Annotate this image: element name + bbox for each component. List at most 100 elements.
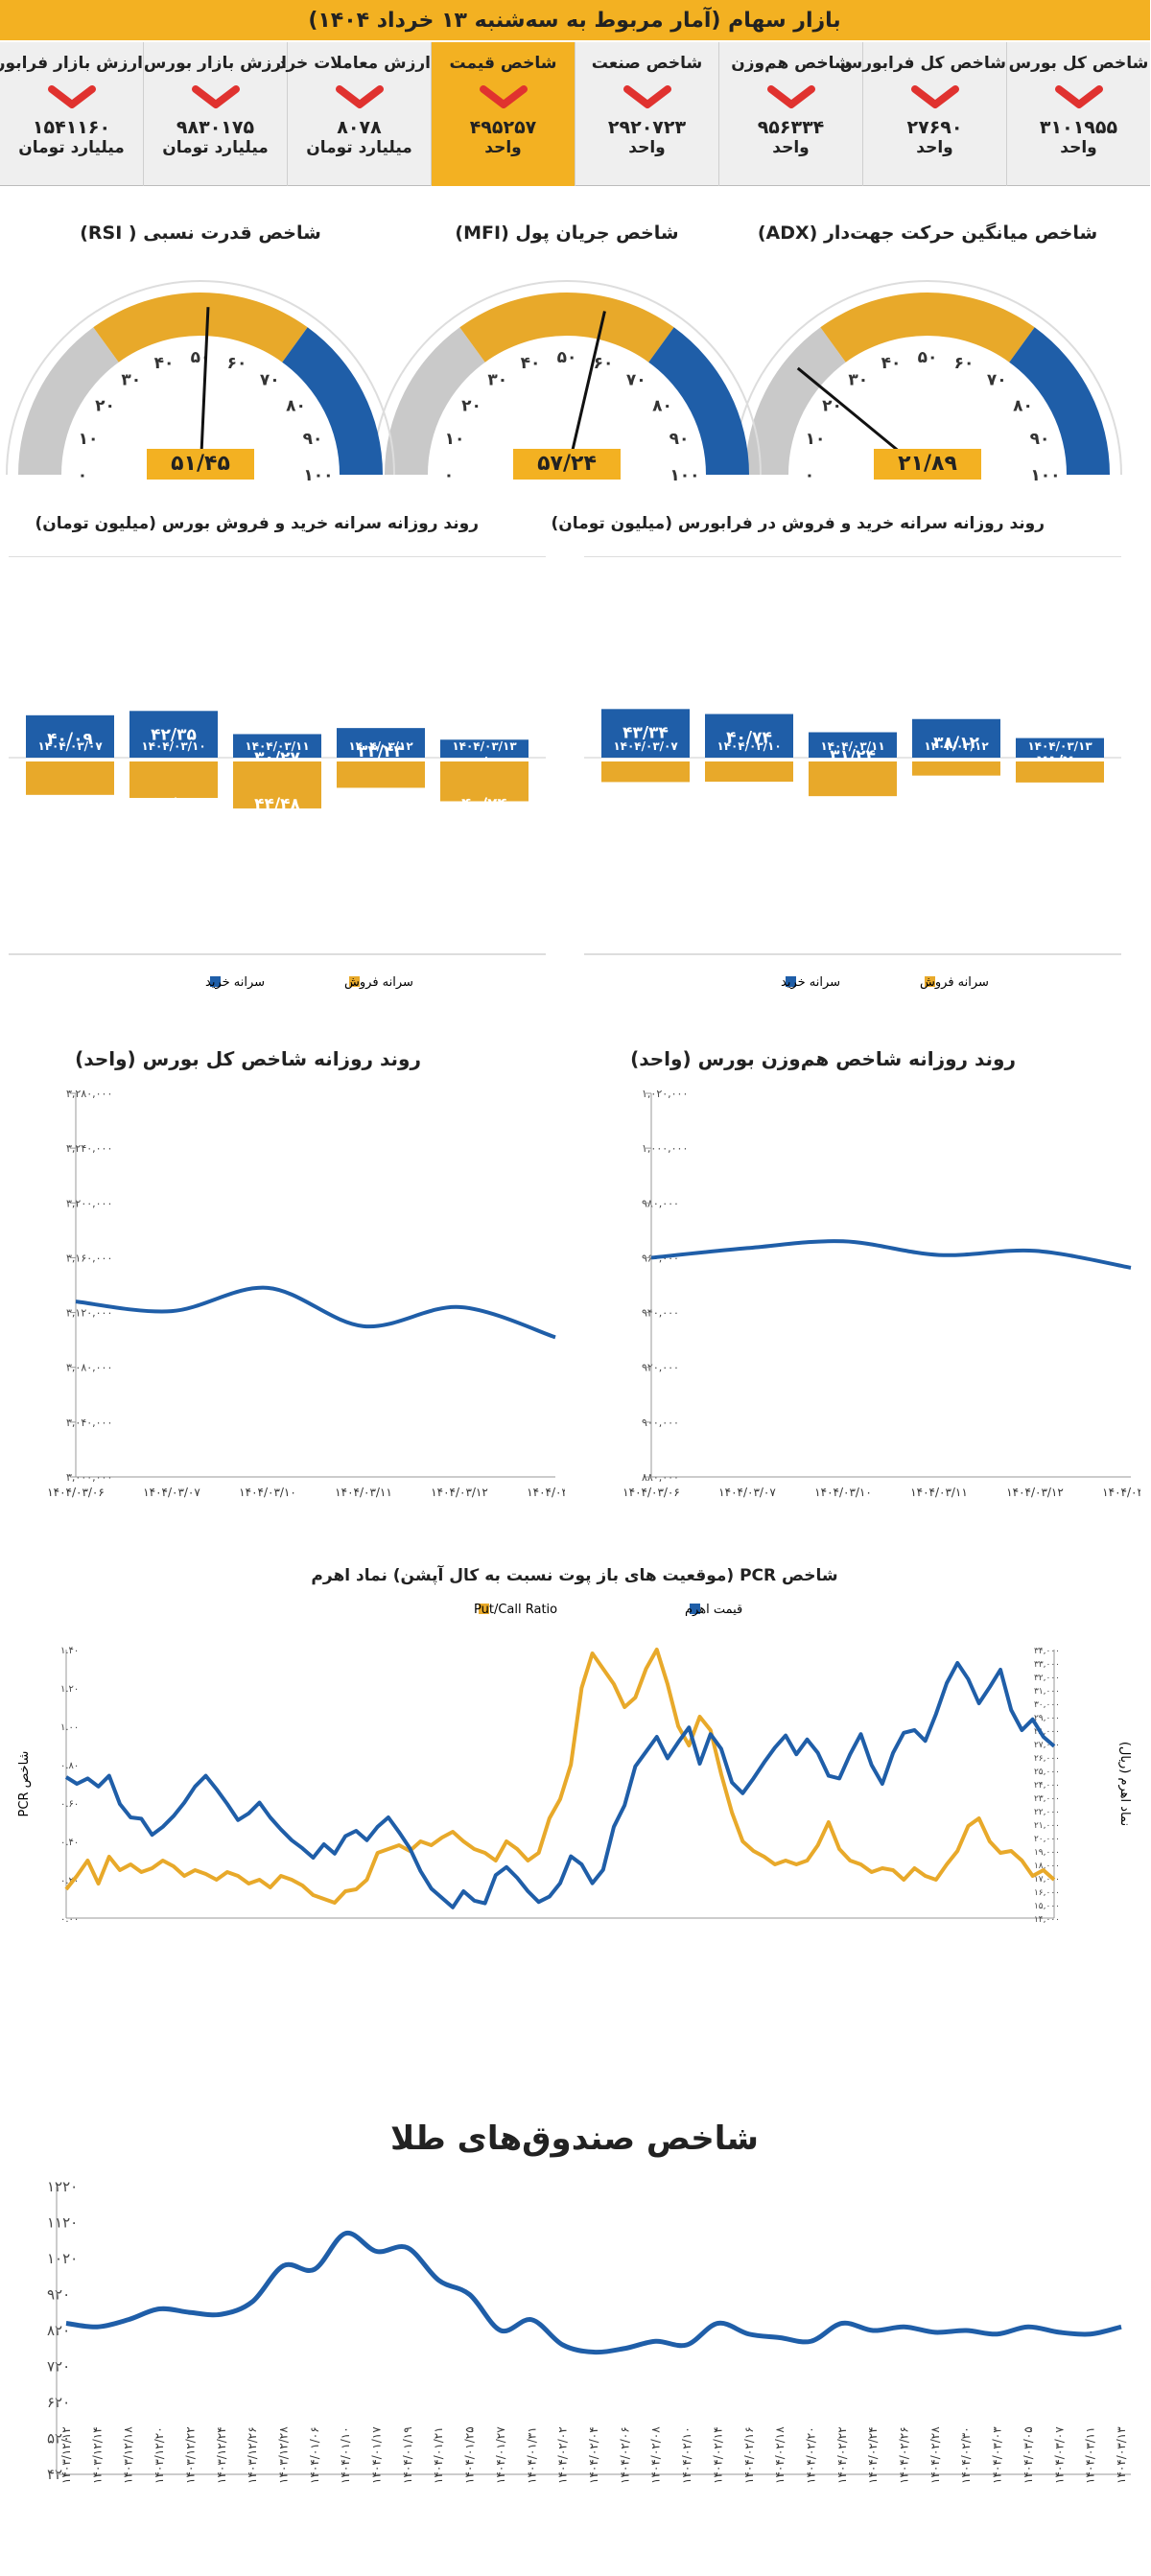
gauge-tick-label: ۶۰: [228, 354, 248, 373]
chevron-down-icon: [623, 85, 672, 108]
stat-unit: واحد: [1061, 138, 1098, 157]
bar-buy-label: ۳۸/۱۲: [934, 734, 980, 753]
gauge-needle: [200, 307, 211, 476]
y-tick-label: ۸۲۰: [48, 2322, 71, 2339]
category-label: ۱۴۰۴/۰۳/۱۳: [453, 739, 518, 753]
page-title: بازار سهام (آمار مربوط به سه‌شنبه ۱۳ خرد…: [309, 8, 842, 33]
y2-tick-label: ۱۴,۰۰۰: [1035, 1915, 1061, 1925]
stat-label: ارزش معاملات خرد: [278, 54, 432, 73]
bar-sell: [706, 761, 794, 783]
stat-value: ۹۵۶۳۳۴: [758, 117, 826, 138]
y2-tick-label: ۲۱,۰۰۰: [1035, 1821, 1061, 1831]
y-tick-label: ۱.۰۰: [61, 1722, 80, 1733]
stat-value: ۲۹۲۰۷۲۳: [608, 117, 688, 138]
gauge-rim: [734, 280, 1123, 476]
gauge-band: [460, 293, 675, 363]
gauge-band: [283, 327, 384, 475]
x-tick-label: ۱۴۰۴/۰۲/۱۶: [743, 2426, 757, 2484]
x-tick-label: ۱۴۰۴/۰۳/۱۰: [815, 1486, 873, 1499]
x-tick-label: ۱۴۰۴/۰۱/۳۱: [526, 2426, 539, 2484]
x-tick-label: ۱۴۰۴/۰۳/۱۱: [1085, 2426, 1098, 2484]
bar-buy-label: ۳۱/۲۴: [831, 747, 877, 766]
y-tick-label: ۷۲۰: [48, 2358, 71, 2376]
chevron-down-icon: [48, 85, 97, 108]
gauge-title: شاخص جریان پول (MFI): [456, 222, 680, 244]
gauge-tick-label: ۲۰: [823, 397, 843, 416]
stat-value: ۲۷۶۹۰: [907, 117, 964, 138]
legend-label-buy: سرانه خرید: [206, 975, 266, 990]
gauge-tick-label: ۴۰: [155, 354, 176, 373]
x-tick-label: ۱۴۰۴/۰۳/۱۱: [911, 1486, 969, 1499]
x-tick-label: ۱۴۰۴/۰۲/۰۶: [619, 2426, 632, 2484]
y-tick-label: ۹۸۰,۰۰۰: [643, 1197, 680, 1209]
category-label: ۱۴۰۴/۰۳/۱۲: [349, 739, 414, 753]
y-tick-label: ۱.۲۰: [61, 1684, 80, 1695]
bar-sell: [130, 761, 219, 798]
legend-swatch-sell: [926, 976, 936, 987]
gauge-tick-label: ۱۰: [807, 430, 827, 449]
x-tick-label: ۱۴۰۳/۱۲/۲۸: [277, 2426, 291, 2484]
gauge-rim: [373, 280, 763, 476]
bar-sell-label: ۳۰/۹۵: [1038, 795, 1084, 814]
x-tick-label: ۱۴۰۴/۰۳/۱۱: [336, 1486, 393, 1499]
y2-tick-label: ۱۶,۰۰۰: [1035, 1888, 1061, 1898]
bar-buy: [602, 709, 691, 758]
y-tick-label: ۱۱۲۰: [48, 2214, 79, 2232]
stat-label: ارزش بازار بورس: [144, 54, 288, 73]
x-tick-label: ۱۴۰۴/۰۱/۰۶: [309, 2426, 322, 2484]
gauge-band: [821, 293, 1036, 363]
stat-label: شاخص هم‌وزن: [732, 54, 852, 73]
x-tick-label: ۱۴۰۴/۰۳/۱۳: [1116, 2426, 1129, 2484]
y-tick-label: ۱۲۲۰: [48, 2178, 79, 2195]
x-tick-label: ۱۴۰۴/۰۳/۰۶: [623, 1486, 681, 1499]
category-label: ۱۴۰۴/۰۳/۱۳: [1028, 739, 1093, 753]
x-tick-label: ۱۴۰۴/۰۳/۰۷: [719, 1486, 777, 1499]
x-tick-label: ۱۴۰۴/۰۲/۲۲: [836, 2426, 850, 2484]
gauge-band: [1010, 327, 1111, 475]
stat-unit: واحد: [629, 138, 667, 157]
y-tick-label: ۳,۲۴۰,۰۰۰: [67, 1142, 113, 1155]
chevron-down-icon: [911, 85, 960, 108]
bar-sell: [810, 761, 898, 797]
x-tick-label: ۱۴۰۴/۰۳/۰۳: [992, 2426, 1005, 2484]
category-label: ۱۴۰۴/۰۳/۱۱: [821, 739, 885, 753]
gauge-tick-label: ۲۰: [96, 397, 116, 416]
chevron-down-icon: [480, 85, 529, 108]
x-tick-label: ۱۴۰۴/۰۱/۲۵: [464, 2426, 478, 2484]
y2-tick-label: ۱۸,۰۰۰: [1035, 1862, 1061, 1871]
y-tick-label: ۱,۰۰۰,۰۰۰: [643, 1142, 689, 1155]
gold-chart: ۴۲۰۵۲۰۶۲۰۷۲۰۸۲۰۹۲۰۱۰۲۰۱۱۲۰۱۲۲۰۱۴۰۳/۱۲/۱۲…: [48, 2178, 1132, 2484]
x-tick-label: ۱۴۰۳/۱۲/۱۲: [60, 2426, 74, 2484]
series-line: [651, 1239, 1133, 1270]
y2-tick-label: ۲۸,۰۰۰: [1035, 1727, 1061, 1737]
x-tick-label: ۱۴۰۴/۰۲/۰۴: [588, 2426, 601, 2484]
bar-sell-label: ۳۰/۷۲: [623, 795, 669, 814]
y2-tick-label: ۲۴,۰۰۰: [1035, 1781, 1061, 1791]
y2-tick-label: ۲۹,۰۰۰: [1035, 1714, 1061, 1723]
x-tick-label: ۱۴۰۴/۰۱/۱۷: [371, 2426, 385, 2484]
bar-buy-label: ۴۲/۳۵: [152, 725, 198, 744]
stat-label: شاخص کل بورس: [1009, 54, 1150, 73]
stat-card: ارزش معاملات خرد ۸۰۷۸ میلیارد تومان: [278, 42, 432, 186]
stat-label: شاخص کل فرابورس: [840, 54, 1007, 73]
chart-title-bourse-per-capita: روند روزانه سرانه خرید و فروش بورس (میلی…: [35, 514, 480, 533]
x-tick-label: ۱۴۰۴/۰۳/۰۷: [144, 1486, 201, 1499]
gauge-band: [386, 327, 486, 475]
series-line-price: [65, 1661, 1057, 1909]
gauge-tick-label: ۲۰: [462, 397, 482, 416]
legend-label-sell: سرانه فروش: [921, 975, 990, 990]
gauge-tick-label: ۹۰: [670, 430, 691, 449]
y2-tick-label: ۱۵,۰۰۰: [1035, 1902, 1061, 1911]
y-tick-label: ۳,۱۲۰,۰۰۰: [67, 1307, 113, 1320]
y2-tick-label: ۳۳,۰۰۰: [1035, 1660, 1061, 1670]
gauge-tick-label: ۱۰: [446, 430, 466, 449]
gauge-tick-label: ۷۰: [627, 370, 647, 389]
stat-card: شاخص هم‌وزن ۹۵۶۳۳۴ واحد: [719, 42, 863, 186]
legend-label-price: قیمت اهرم: [686, 1603, 743, 1617]
gauge-tick-label: ۵۰: [558, 348, 578, 367]
bar-sell-label: ۳۷/۴۱: [48, 795, 94, 814]
bar-sell: [602, 761, 691, 783]
stat-value: ۴۹۵۲۵۷: [470, 117, 538, 138]
